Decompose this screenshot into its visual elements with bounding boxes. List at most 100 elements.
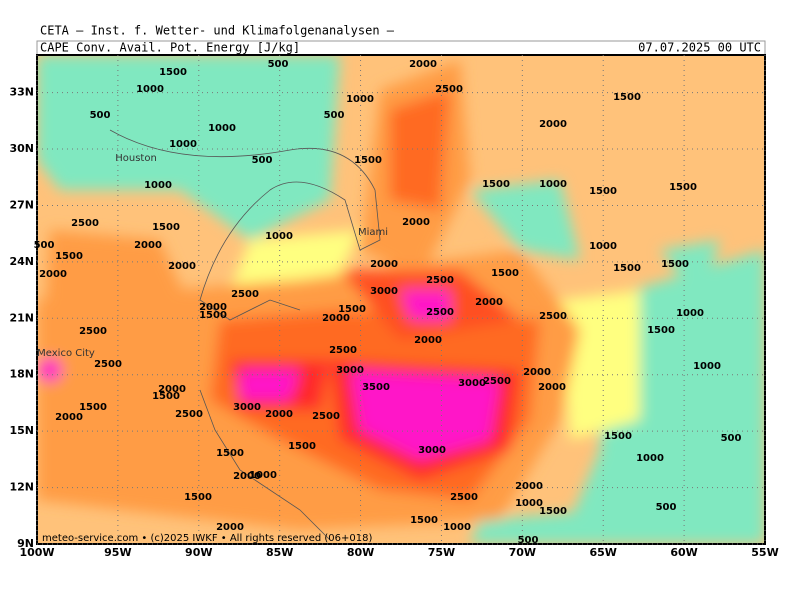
contour-label: 1500 — [539, 506, 567, 517]
lon-tick-label: 65W — [589, 546, 616, 559]
contour-label: 1000 — [539, 179, 567, 190]
contour-label: 2000 — [134, 240, 162, 251]
lat-tick-label: 12N — [9, 481, 34, 494]
lat-tick-label: 33N — [9, 86, 34, 99]
contour-label: 1500 — [613, 92, 641, 103]
contour-label: 1000 — [265, 231, 293, 242]
contour-label: 1000 — [443, 522, 471, 533]
contour-label: 2500 — [312, 411, 340, 422]
contour-label: 1500 — [55, 251, 83, 262]
contour-label: 1000 — [693, 361, 721, 372]
map-frame — [36, 54, 766, 545]
contour-label: 500 — [656, 502, 677, 513]
contour-label: 2000 — [538, 382, 566, 393]
contour-label: 2000 — [523, 367, 551, 378]
contour-label: 1500 — [288, 441, 316, 452]
contour-label: 1000 — [136, 84, 164, 95]
contour-label: 1000 — [636, 453, 664, 464]
lat-tick-label: 9N — [17, 537, 34, 550]
contour-label: 2500 — [450, 492, 478, 503]
contour-label: 2000 — [515, 481, 543, 492]
contour-label: 1000 — [515, 498, 543, 509]
contour-label: 3000 — [370, 286, 398, 297]
contour-label: 1000 — [169, 139, 197, 150]
contour-label: 3000 — [233, 402, 261, 413]
contour-label: 2000 — [199, 302, 227, 313]
contour-label: 1500 — [669, 182, 697, 193]
cape-field — [37, 55, 765, 544]
contour-label: 2500 — [71, 218, 99, 229]
contour-label: 1000 — [249, 470, 277, 481]
contour-label: 2000 — [168, 261, 196, 272]
contour-label: 1000 — [144, 180, 172, 191]
contour-label: 500 — [518, 535, 539, 546]
contour-label: 2500 — [483, 376, 511, 387]
contour-label: 2500 — [79, 326, 107, 337]
contour-label: 2000 — [370, 259, 398, 270]
contour-label: 2500 — [426, 307, 454, 318]
lat-tick-label: 15N — [9, 424, 34, 437]
contour-label: 2500 — [175, 409, 203, 420]
contour-label: 2000 — [539, 119, 567, 130]
contour-label: 2000 — [265, 409, 293, 420]
contour-label: 1500 — [216, 448, 244, 459]
contour-label: 500 — [90, 110, 111, 121]
lon-tick-label: 55W — [751, 546, 778, 559]
contour-label: 3000 — [336, 365, 364, 376]
contour-label: 2000 — [216, 522, 244, 533]
contour-label: 2000 — [39, 269, 67, 280]
contour-label: 1500 — [152, 222, 180, 233]
contour-label: 1500 — [184, 492, 212, 503]
city-label: Miami — [358, 227, 388, 238]
contour-label: 1500 — [482, 179, 510, 190]
contour-label: 1000 — [346, 94, 374, 105]
contour-label: 500 — [252, 155, 273, 166]
contour-label: 1500 — [159, 67, 187, 78]
lon-tick-label: 90W — [185, 546, 212, 559]
contour-label: 2500 — [435, 84, 463, 95]
lon-tick-label: 70W — [509, 546, 536, 559]
lon-tick-label: 60W — [670, 546, 697, 559]
contour-label: 1500 — [661, 259, 689, 270]
contour-label: 3000 — [458, 378, 486, 389]
contour-label: 2500 — [539, 311, 567, 322]
contour-label: 1500 — [604, 431, 632, 442]
lat-tick-label: 18N — [9, 368, 34, 381]
contour-label: 2000 — [322, 313, 350, 324]
contour-label: 1500 — [79, 402, 107, 413]
contour-label: 2000 — [158, 384, 186, 395]
contour-label: 3000 — [418, 445, 446, 456]
contour-label: 2500 — [426, 275, 454, 286]
contour-label: 1000 — [208, 123, 236, 134]
contour-label: 1500 — [647, 325, 675, 336]
contour-label: 2500 — [329, 345, 357, 356]
lon-tick-label: 75W — [428, 546, 455, 559]
contour-label: 1000 — [589, 241, 617, 252]
valid-time: 07.07.2025 00 UTC — [638, 41, 761, 55]
contour-label: 3500 — [362, 382, 390, 393]
contour-label: 2000 — [55, 412, 83, 423]
contour-label: 1500 — [338, 304, 366, 315]
contour-label: 1000 — [676, 308, 704, 319]
contour-label: 1500 — [354, 155, 382, 166]
city-label: Mexico City — [37, 348, 95, 359]
lat-tick-label: 24N — [9, 255, 34, 268]
contour-label: 2500 — [231, 289, 259, 300]
lon-tick-label: 100W — [19, 546, 54, 559]
lon-tick-label: 85W — [266, 546, 293, 559]
contour-label: 2000 — [402, 217, 430, 228]
contour-label: 2000 — [233, 471, 261, 482]
city-label: Houston — [115, 153, 157, 164]
contour-label: 1500 — [491, 268, 519, 279]
contour-label: 1500 — [589, 186, 617, 197]
contour-label: 2000 — [409, 59, 437, 70]
contour-label: 2000 — [475, 297, 503, 308]
contour-label: 1500 — [410, 515, 438, 526]
header-title: CETA – Inst. f. Wetter- und Klimafolgena… — [40, 24, 395, 38]
contour-label: 500 — [721, 433, 742, 444]
lat-tick-label: 27N — [9, 198, 34, 211]
contour-label: 500 — [268, 59, 289, 70]
contour-label: 2000 — [414, 335, 442, 346]
contour-label: 500 — [324, 110, 345, 121]
